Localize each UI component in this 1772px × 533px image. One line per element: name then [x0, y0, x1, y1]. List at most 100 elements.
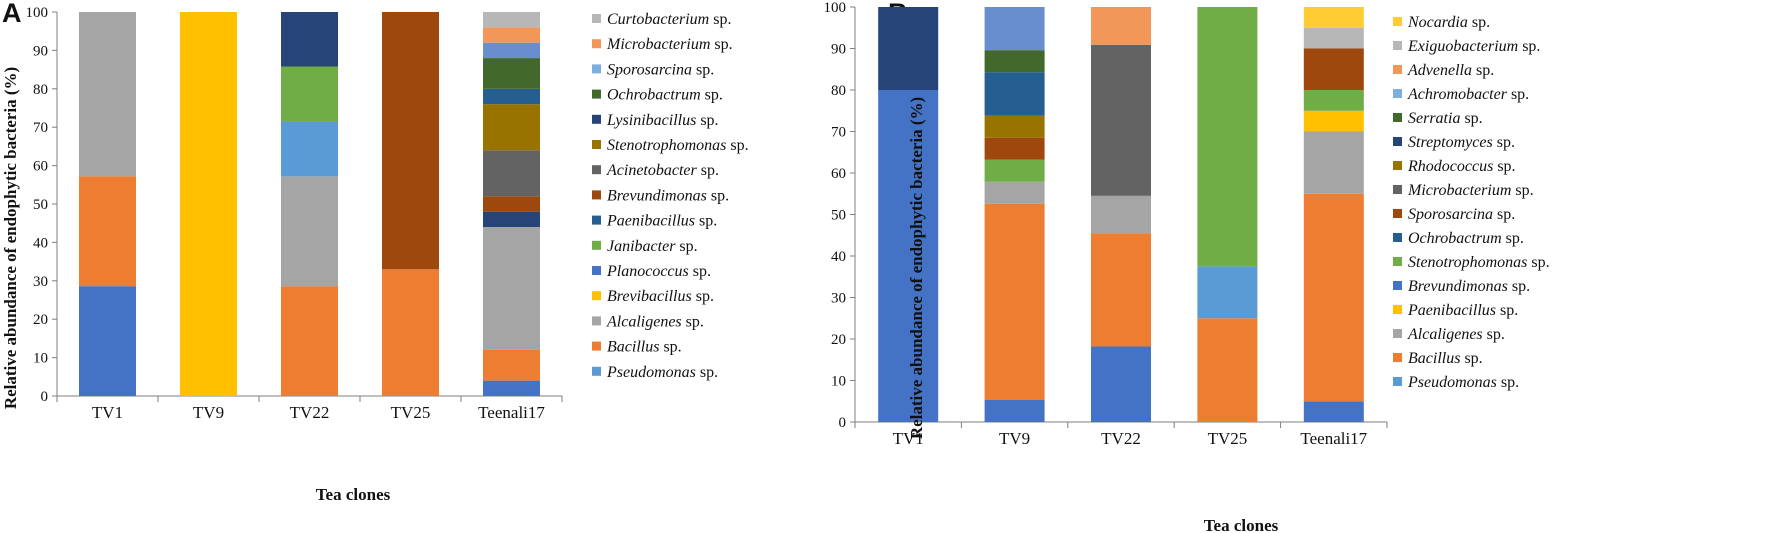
panel-b-legend-swatch	[1393, 17, 1402, 26]
panel-b-y-tick-label: 10	[831, 374, 846, 390]
panel-a-category-label: TV1	[92, 403, 123, 422]
panel-a-legend-swatch	[592, 165, 601, 175]
panel-b-category-label: TV25	[1208, 429, 1248, 448]
panel-a-legend-swatch	[592, 114, 601, 124]
panel-a-legend-item: Bacillus sp.	[592, 339, 682, 356]
panel-b-legend-item: Sporosarcina sp.	[1393, 206, 1515, 223]
panel-b-bar-segment-bacillus	[1303, 193, 1364, 402]
panel-a-y-tick-label: 100	[26, 5, 49, 21]
panel-b-legend-label: Microbacterium sp.	[1407, 182, 1534, 199]
panel-a-legend-swatch	[592, 341, 601, 351]
panel-b-legend: Nocardia sp. Exiguobacterium sp. Advenella…	[1393, 14, 1550, 391]
panel-b-legend-label: Pseudomonas sp.	[1407, 374, 1519, 391]
panel-a-bar-segment-janibacter	[281, 66, 338, 122]
panel-a-plot-area: 0 10 20 30 40 50 60 70 80 90 100 TV1 TV9 TV22 TV25 Teen…	[26, 5, 563, 422]
panel-b-y-tick-label: 30	[831, 291, 846, 307]
panel-a-legend-label: Curtobacterium sp.	[607, 11, 731, 28]
panel-a-legend-item: Microbacterium sp.	[592, 36, 733, 53]
panel-a-legend-label: Brevundimonas sp.	[607, 187, 729, 204]
panel-a-bar-segment-alcaligenes	[281, 176, 338, 287]
panel-a-legend-swatch	[592, 190, 601, 200]
panel-b-legend-item: Stenotrophomonas sp.	[1393, 254, 1550, 271]
panel-b-legend-label: Brevundimonas sp.	[1408, 278, 1530, 295]
panel-b-legend-swatch	[1393, 329, 1402, 338]
panel-a-bar-segment-lysinibacillus	[483, 88, 540, 105]
panel-b-y-tick-label: 90	[831, 42, 846, 58]
panel-a-y-tick-label: 30	[33, 274, 48, 290]
panel-b-bar-segment-brevundimonas	[984, 400, 1045, 422]
panel-b-legend-label: Alcaligenes sp.	[1407, 326, 1505, 343]
panel-a-legend-item: Sporosarcina sp.	[592, 61, 714, 78]
panel-a-bar-segment-bacillus	[483, 349, 540, 381]
panel-b-legend-swatch	[1393, 89, 1402, 98]
panel-a-category-label: Teenali17	[478, 403, 545, 422]
panel-a-bar-segment-bacillus	[281, 286, 338, 396]
panel-a-legend-item: Janibacter sp.	[592, 238, 698, 255]
panel-b-legend-label: Serratia sp.	[1408, 110, 1483, 127]
panel-b-legend-item: Microbacterium sp.	[1393, 182, 1534, 199]
panel-b-bar-segment-alcaligenes	[1091, 195, 1151, 234]
panel-a-legend-swatch	[592, 140, 601, 149]
panel-b-bar-segment-sporosarcina	[1303, 48, 1364, 90]
panel-b-y-tick-label: 60	[831, 166, 846, 182]
panel-a-legend-label: Janibacter sp.	[607, 238, 698, 255]
panel-a-legend-swatch	[592, 266, 601, 275]
panel-b-legend-swatch	[1393, 113, 1402, 122]
panel-a-legend-swatch	[592, 39, 601, 49]
panel-b-category-label: TV1	[893, 429, 924, 448]
panel-a-bar-segment-ochrobactrum	[483, 58, 540, 89]
panel-b-legend-swatch	[1393, 233, 1402, 242]
panel-a-legend-label: Ochrobactrum sp.	[607, 87, 723, 104]
panel-b-legend-label: Streptomyces sp.	[1408, 134, 1515, 151]
panel-a-legend-label: Microbacterium sp.	[606, 36, 733, 53]
panel-b-bar-segment-brevundimonas	[1091, 346, 1151, 422]
panel-a-legend-item: Curtobacterium sp.	[592, 11, 731, 28]
panel-a-y-tick-label: 70	[33, 120, 48, 136]
panel-b-plot-area: 0 10 20 30 40 50 60 70 80 90 100 TV1 TV9 TV22 TV25 Teen…	[824, 0, 1388, 448]
panel-a-y-tick-label: 50	[33, 197, 48, 213]
panel-b-legend-label: Bacillus sp.	[1408, 350, 1483, 367]
panel-b-legend-label: Ochrobactrum sp.	[1408, 230, 1524, 247]
panel-b-legend-item: Streptomyces sp.	[1393, 134, 1515, 151]
panel-b-legend-item: Exiguobacterium sp.	[1393, 38, 1540, 55]
panel-a-legend-item: Acinetobacter sp.	[592, 162, 719, 179]
panel-b-legend-swatch	[1393, 305, 1402, 314]
panel-b-bar-segment-sporosarcina	[984, 137, 1045, 160]
panel-b-legend-label: Nocardia sp.	[1407, 14, 1490, 31]
panel-a-y-tick-label: 0	[41, 389, 49, 405]
panel-a-chart: A 0 10 20 30 40 50 60 70 80 90 100 TV1 TV9 TV22 TV25 Te…	[1, 0, 749, 504]
panel-b-legend-label: Paenibacillus sp.	[1407, 302, 1518, 319]
panel-a-category-label: TV25	[391, 403, 431, 422]
panel-b-bar-segment-advenella	[1091, 7, 1151, 45]
panel-b-bar-segment-rhodococcus	[984, 115, 1045, 138]
panel-a-bar-segment-alcaligenes	[79, 12, 136, 177]
panel-a-legend-item: Planococcus sp.	[592, 263, 711, 280]
panel-b-y-tick-label: 80	[831, 83, 846, 99]
panel-b-bar-segment-alcaligenes	[1303, 131, 1364, 194]
panel-b-bar-segment-brevundimonas	[1303, 401, 1364, 422]
panel-b-legend-swatch	[1393, 41, 1402, 50]
panel-b-x-axis-title: Tea clones	[1204, 516, 1279, 533]
panel-b-legend-label: Exiguobacterium sp.	[1407, 38, 1540, 55]
panel-b-legend-swatch	[1393, 137, 1402, 146]
panel-a-bar-segment-alcaligenes	[483, 227, 540, 350]
panel-b-legend-swatch	[1393, 209, 1402, 218]
panel-a-y-tick-label: 10	[33, 351, 48, 367]
panel-a-legend-label: Lysinibacillus sp.	[606, 112, 719, 129]
panel-b-legend-item: Ochrobactrum sp.	[1393, 230, 1524, 247]
panel-b-bar-segment-bacillus	[984, 203, 1045, 401]
panel-a-bar-segment-curtobacterium	[483, 12, 540, 28]
panel-a-legend-label: Stenotrophomonas sp.	[607, 137, 749, 154]
panel-b-legend-swatch	[1393, 65, 1402, 74]
panel-a-legend-item: Brevibacillus sp.	[592, 288, 714, 305]
panel-b-bar-segment-nocardia	[1303, 7, 1364, 28]
panel-a-bar-segment-brevundimonas	[483, 196, 540, 212]
panel-b-bar-segment-bacillus	[1091, 233, 1151, 347]
panel-b-y-tick-label: 70	[831, 125, 846, 141]
panel-a-legend-item: Pseudomonas sp.	[592, 364, 718, 381]
panel-a-bar-segment-planococcus	[79, 286, 136, 396]
panel-b-bar-segment-serratia	[984, 50, 1045, 73]
panel-a-label: A	[2, 0, 22, 28]
panel-a-legend-item: Paenibacillus sp.	[592, 213, 717, 230]
